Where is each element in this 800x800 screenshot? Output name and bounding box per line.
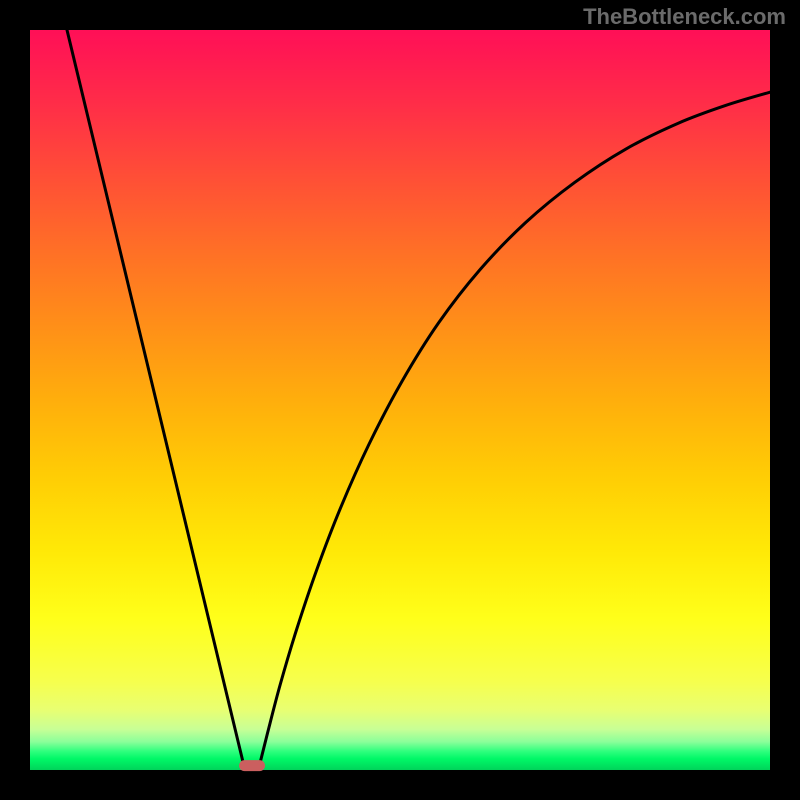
curve-right-segment: [259, 92, 770, 765]
chart-container: TheBottleneck.com: [0, 0, 800, 800]
curve-left-segment: [67, 30, 244, 766]
watermark-text: TheBottleneck.com: [583, 4, 786, 30]
curve-layer: [30, 30, 770, 770]
minimum-marker: [239, 760, 265, 772]
plot-area: [30, 30, 770, 770]
